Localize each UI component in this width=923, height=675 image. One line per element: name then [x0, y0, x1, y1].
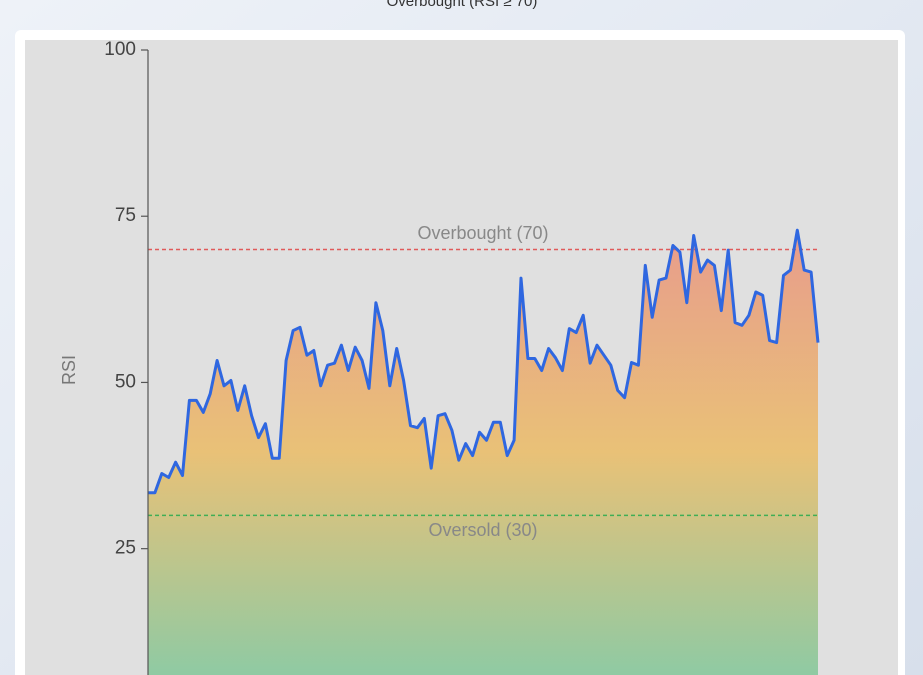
y-tick-label: 75	[115, 205, 136, 226]
y-tick-label: 50	[115, 371, 136, 392]
rsi-line	[148, 228, 820, 495]
area-fill	[148, 230, 818, 675]
y-tick-label: 100	[104, 39, 136, 60]
y-tick-label: 25	[115, 538, 136, 559]
threshold-label: Overbought (70)	[417, 223, 548, 243]
threshold-label: Oversold (30)	[428, 520, 537, 540]
chart-title: Overbought (RSI ≥ 70)	[387, 0, 538, 10]
y-axis-label: RSI	[59, 355, 79, 385]
